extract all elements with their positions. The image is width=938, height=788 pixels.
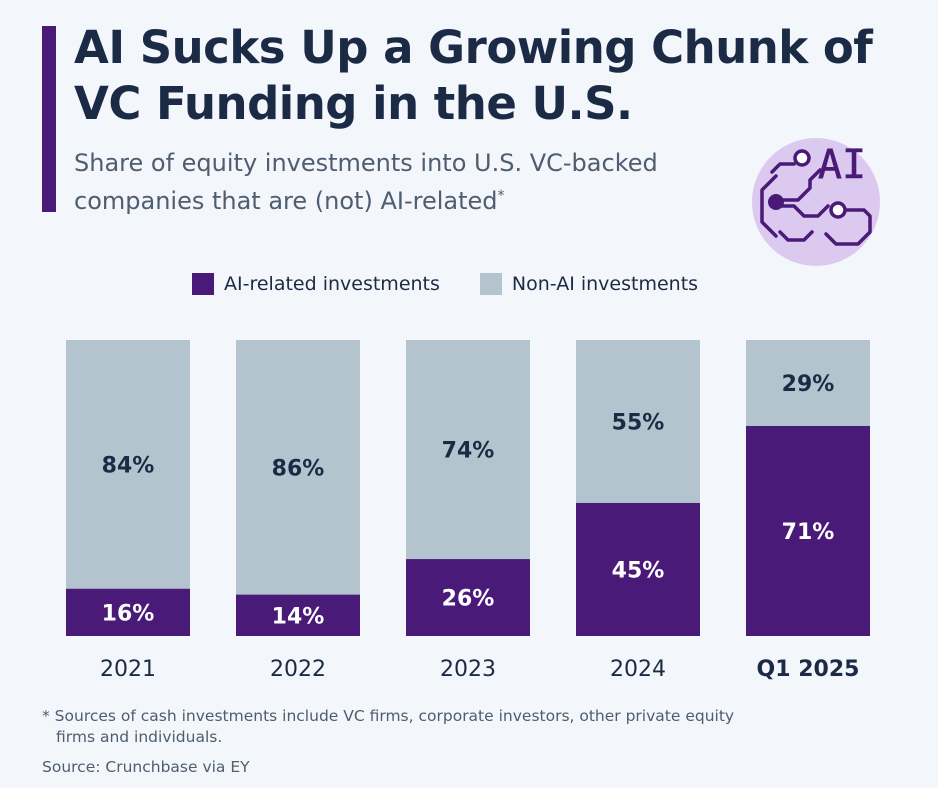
title-accent-bar	[42, 26, 56, 212]
data-label-ai-2021: 16%	[102, 601, 155, 626]
bar-non-ai-q1-2025	[746, 340, 870, 426]
bar-non-ai-2021	[66, 340, 190, 589]
data-label-non-ai-2022: 86%	[272, 456, 325, 481]
bar-ai-2022	[236, 594, 360, 636]
bar-non-ai-2024	[576, 340, 700, 503]
data-label-ai-2022: 14%	[272, 604, 325, 629]
x-tick-label-2023: 2023	[440, 657, 496, 682]
bar-ai-q1-2025	[746, 425, 870, 636]
legend-label-non-ai: Non-AI investments	[511, 273, 699, 295]
subtitle-text: Share of equity investments into U.S. VC…	[74, 149, 658, 215]
chart-title: AI Sucks Up a Growing Chunk of VC Fundin…	[74, 21, 873, 130]
subtitle-footnote-mark: *	[497, 188, 505, 204]
legend-label-ai: AI-related investments	[224, 273, 440, 295]
data-label-ai-2024: 45%	[612, 558, 665, 583]
data-label-ai-q1-2025: 71%	[782, 520, 835, 545]
chart-subtitle: Share of equity investments into U.S. VC…	[74, 147, 754, 218]
x-tick-label-2022: 2022	[270, 657, 326, 682]
footnote-line-2: firms and individuals.	[56, 728, 223, 746]
x-tick-label-2024: 2024	[610, 657, 666, 682]
data-label-non-ai-q1-2025: 29%	[782, 372, 835, 397]
ai-logo-text: AI	[818, 142, 866, 188]
stacked-bar-chart: 16% 84% 2021 14% 86% 2022 26% 74% 2023 45% 55% 2024…	[66, 340, 870, 682]
data-label-ai-2023: 26%	[442, 587, 495, 612]
legend-swatch-non-ai	[479, 273, 502, 295]
bar-ai-2021	[66, 588, 190, 636]
legend-item-ai: AI-related investments	[192, 273, 440, 295]
bar-ai-2023	[406, 559, 530, 636]
legend-swatch-ai	[192, 273, 214, 295]
footnote-line-1: * Sources of cash investments include VC…	[42, 707, 735, 725]
footnote: * Sources of cash investments include VC…	[42, 706, 902, 748]
bar-ai-2024	[576, 502, 700, 636]
legend: AI-related investments Non-AI investment…	[192, 272, 738, 296]
data-label-non-ai-2023: 74%	[442, 439, 495, 464]
bar-non-ai-2023	[406, 340, 530, 560]
data-label-non-ai-2021: 84%	[102, 453, 155, 478]
ai-circuit-icon: AI	[752, 138, 880, 266]
source-note: Source: Crunchbase via EY	[42, 758, 250, 776]
legend-item-non-ai: Non-AI investments	[479, 273, 699, 295]
x-tick-label-q1-2025: Q1 2025	[757, 657, 860, 682]
bar-non-ai-2022	[236, 340, 360, 595]
data-label-non-ai-2024: 55%	[612, 410, 665, 435]
x-tick-label-2021: 2021	[100, 657, 156, 682]
